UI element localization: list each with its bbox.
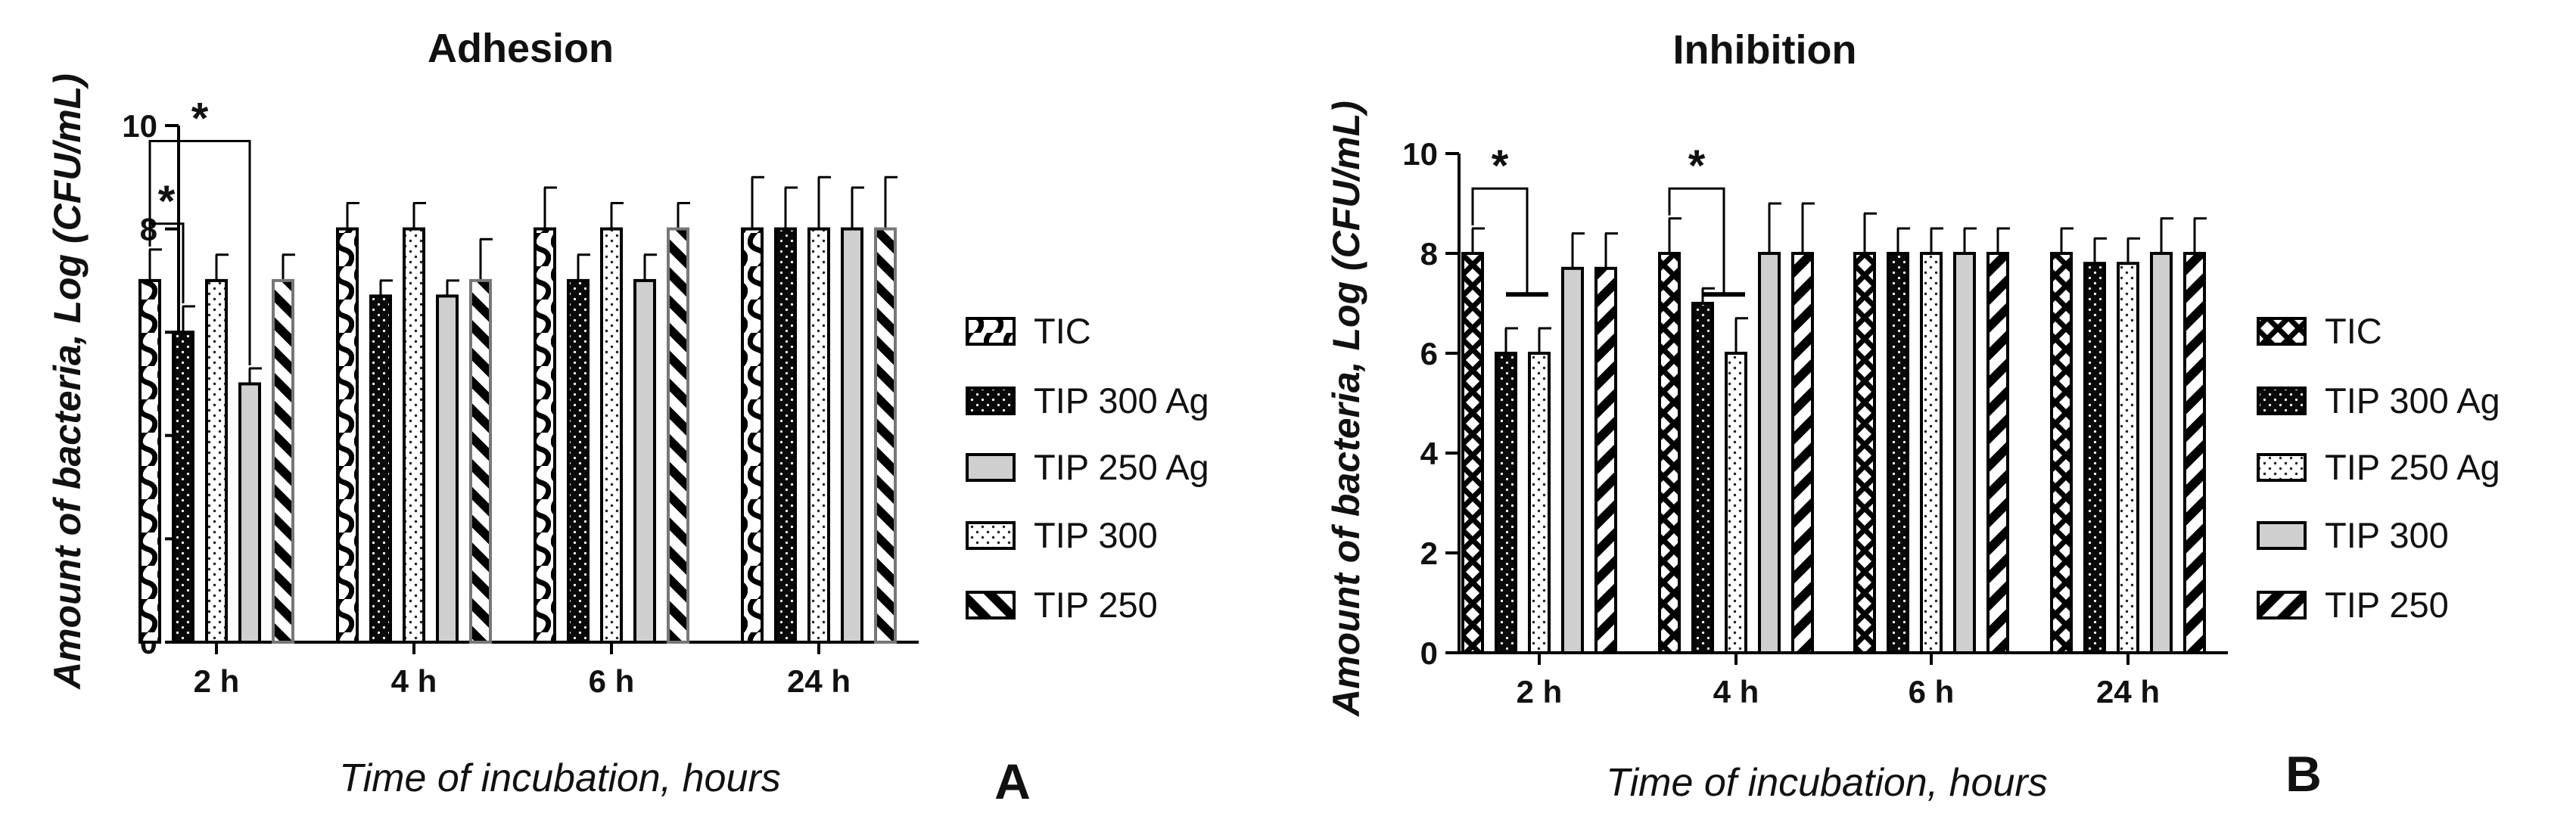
bar <box>336 227 359 644</box>
y-axis-label: Amount of bacteria, Log (CFU/mL) <box>46 73 89 691</box>
significance-star: * <box>158 177 176 226</box>
panel-label: B <box>2285 746 2322 802</box>
x-tick-label: 24 h <box>787 663 851 699</box>
bar <box>2183 252 2206 654</box>
x-tick-label: 6 h <box>1909 674 1955 709</box>
x-tick-label: 6 h <box>589 663 635 699</box>
legend-label: TIP 300 <box>2325 515 2449 555</box>
bar <box>1495 352 1517 654</box>
y-tick-label: 10 <box>1402 136 1438 172</box>
bar <box>2150 252 2173 654</box>
legend: TIC TIP 300 Ag TIP 250 Ag TIP 300 TIP 250 <box>966 311 1209 625</box>
bar <box>2083 262 2106 654</box>
bar <box>138 278 161 644</box>
bar <box>841 227 863 644</box>
bar <box>238 382 261 644</box>
bar <box>1461 252 1484 654</box>
x-tick-label: 2 h <box>194 663 240 699</box>
y-tick-label: 8 <box>140 212 157 247</box>
significance-bracket <box>1668 187 1725 295</box>
significance-star: * <box>191 94 209 143</box>
bar <box>1528 352 1551 654</box>
y-tick-label: 8 <box>1420 236 1438 272</box>
legend-swatch <box>966 453 1016 482</box>
legend-swatch <box>966 521 1016 550</box>
legend-swatch <box>2257 591 2307 619</box>
legend-swatch <box>2257 521 2307 550</box>
panel-label: A <box>994 753 1031 809</box>
bar <box>272 278 294 644</box>
bar <box>1920 252 1943 654</box>
y-tick-label: 6 <box>1420 336 1438 371</box>
x-tick-label: 4 h <box>391 663 437 699</box>
legend-swatch <box>966 317 1016 346</box>
chart-adhesion: Adhesion Amount of bacteria, Log (CFU/mL… <box>46 26 1209 809</box>
bar <box>436 294 459 644</box>
bar <box>2050 252 2073 654</box>
bar <box>1658 252 1681 654</box>
chart-title: Inhibition <box>1673 27 1857 73</box>
legend-swatch <box>2257 317 2307 346</box>
legend-label: TIP 250 Ag <box>2325 447 2500 487</box>
legend-label: TIP 250 <box>1034 585 1158 625</box>
bar <box>1953 252 1976 654</box>
bar <box>369 294 392 644</box>
bar <box>667 227 689 644</box>
bar <box>807 227 830 644</box>
bar <box>633 278 656 644</box>
bar <box>2117 262 2139 654</box>
legend-label: TIP 300 Ag <box>2325 380 2500 421</box>
legend-swatch <box>966 387 1016 415</box>
y-tick-label: 0 <box>1420 635 1438 671</box>
legend-label: TIP 300 <box>1034 515 1158 555</box>
significance-star: * <box>1688 141 1706 191</box>
x-tick-label: 24 h <box>2096 674 2160 709</box>
legend-swatch <box>2257 387 2307 415</box>
significance-bracket <box>1471 187 1529 295</box>
bar <box>1986 252 2009 654</box>
chart-inhibition: Inhibition Amount of bacteria, Log (CFU/… <box>1325 27 2500 805</box>
bar <box>469 278 492 644</box>
bar <box>774 227 797 644</box>
y-axis-label: Amount of bacteria, Log (CFU/mL) <box>1325 101 1367 718</box>
bar <box>874 227 897 644</box>
x-tick-label: 4 h <box>1713 674 1759 709</box>
plot-area: 0 2 4 6 8 10 2 h 4 h 6 h 24 h * * <box>1402 136 2228 709</box>
bar <box>1887 252 1909 654</box>
bar <box>1594 266 1617 654</box>
x-tick-label: 2 h <box>1517 674 1563 709</box>
bar <box>172 331 194 644</box>
bar <box>1561 266 1584 654</box>
x-axis-label: Time of incubation, hours <box>1606 761 2047 805</box>
bar <box>1691 302 1714 654</box>
legend-label: TIP 250 <box>2325 585 2449 625</box>
bar <box>403 227 425 644</box>
legend-label: TIC <box>1034 311 1091 351</box>
legend-label: TIP 250 Ag <box>1034 447 1209 487</box>
significance-star: * <box>1492 141 1509 191</box>
y-tick-label: 10 <box>122 108 157 144</box>
bar <box>534 227 556 644</box>
bar <box>1791 252 1814 654</box>
significance-bracket <box>148 139 251 366</box>
bar <box>600 227 623 644</box>
bar <box>741 227 764 644</box>
bar <box>567 278 590 644</box>
bar <box>205 278 228 644</box>
bar <box>1758 252 1781 654</box>
y-tick-label: 2 <box>1420 536 1438 571</box>
bar <box>1853 252 1876 654</box>
legend-swatch <box>966 591 1016 619</box>
chart-title: Adhesion <box>428 26 614 71</box>
legend: TIC TIP 300 Ag TIP 250 Ag TIP 300 TIP 250 <box>2257 311 2500 625</box>
legend-label: TIP 300 Ag <box>1034 380 1209 421</box>
legend-label: TIC <box>2325 311 2382 351</box>
bar <box>1725 352 1747 654</box>
legend-swatch <box>2257 453 2307 482</box>
x-axis-label: Time of incubation, hours <box>339 756 780 800</box>
y-tick-label: 4 <box>1420 436 1439 471</box>
